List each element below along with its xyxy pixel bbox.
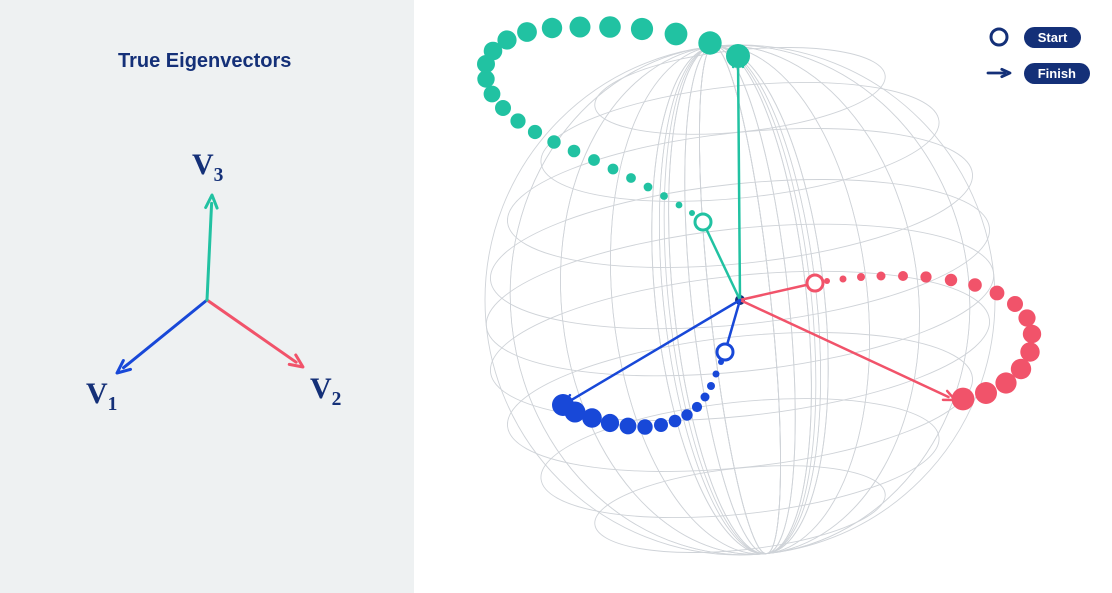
sphere-diagram <box>0 0 1112 593</box>
legend-finish-label: Finish <box>1024 63 1090 84</box>
finish-arrow-icon <box>986 60 1012 86</box>
legend: Start Finish <box>986 24 1090 86</box>
legend-finish-row: Finish <box>986 60 1090 86</box>
start-ring-icon <box>986 24 1012 50</box>
legend-start-label: Start <box>1024 27 1082 48</box>
legend-start-row: Start <box>986 24 1090 50</box>
